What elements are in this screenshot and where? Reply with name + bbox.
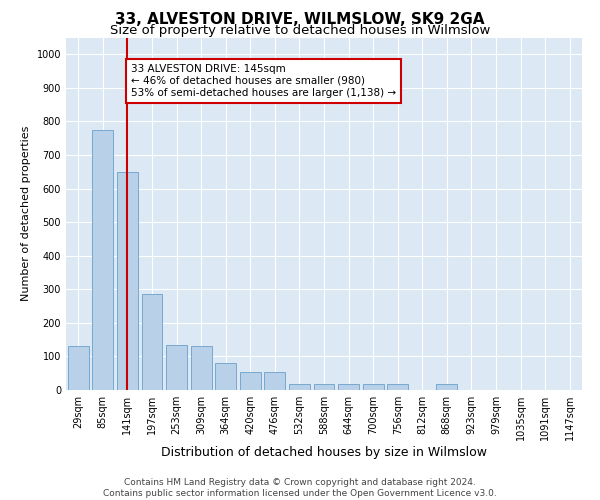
Bar	[68, 346, 89, 390]
Bar	[92, 130, 113, 390]
Text: 33, ALVESTON DRIVE, WILMSLOW, SK9 2GA: 33, ALVESTON DRIVE, WILMSLOW, SK9 2GA	[115, 12, 485, 28]
Bar	[191, 346, 212, 390]
Text: Contains HM Land Registry data © Crown copyright and database right 2024.
Contai: Contains HM Land Registry data © Crown c…	[103, 478, 497, 498]
Bar	[142, 294, 163, 390]
Bar	[240, 372, 261, 390]
Bar	[166, 344, 187, 390]
Bar	[436, 384, 457, 390]
Bar	[289, 384, 310, 390]
Bar	[338, 384, 359, 390]
Bar	[117, 172, 138, 390]
Bar	[362, 384, 383, 390]
Y-axis label: Number of detached properties: Number of detached properties	[21, 126, 31, 302]
Bar	[265, 372, 286, 390]
Text: 33 ALVESTON DRIVE: 145sqm
← 46% of detached houses are smaller (980)
53% of semi: 33 ALVESTON DRIVE: 145sqm ← 46% of detac…	[131, 64, 396, 98]
Text: Size of property relative to detached houses in Wilmslow: Size of property relative to detached ho…	[110, 24, 490, 37]
Bar	[215, 363, 236, 390]
Bar	[314, 384, 334, 390]
Bar	[387, 384, 408, 390]
X-axis label: Distribution of detached houses by size in Wilmslow: Distribution of detached houses by size …	[161, 446, 487, 459]
